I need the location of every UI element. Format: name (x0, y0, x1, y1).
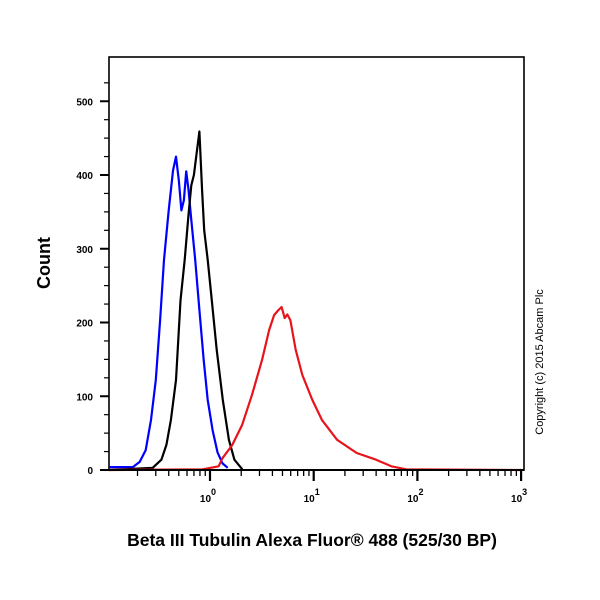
x-tick-label: 102 (407, 487, 423, 505)
x-axis-title: Beta III Tubulin Alexa Fluor® 488 (525/3… (127, 530, 497, 550)
y-tick-label: 200 (76, 319, 93, 330)
histogram-curves (108, 130, 522, 472)
x-tick-label: 100 (200, 487, 216, 505)
y-tick-label: 500 (76, 97, 93, 108)
histogram-series-blue (109, 155, 229, 469)
y-axis-labels: 0 100 200 300 400 500 (76, 97, 93, 477)
x-axis-ticks (136, 470, 523, 481)
x-tick-label: 101 (304, 487, 320, 505)
x-axis-labels: 100 101 102 103 (200, 487, 527, 505)
y-tick-label: 400 (76, 171, 93, 182)
histogram-series-red (108, 305, 522, 472)
histogram-series-black (108, 130, 244, 472)
y-tick-label: 300 (76, 245, 93, 256)
x-tick-label: 103 (511, 487, 527, 505)
copyright-annotation: Copyright (c) 2015 Abcam Plc (534, 289, 546, 435)
y-axis-ticks (100, 82, 109, 471)
y-tick-label: 100 (76, 392, 93, 403)
y-tick-label: 0 (87, 466, 93, 477)
y-axis-title: Count (34, 237, 54, 289)
